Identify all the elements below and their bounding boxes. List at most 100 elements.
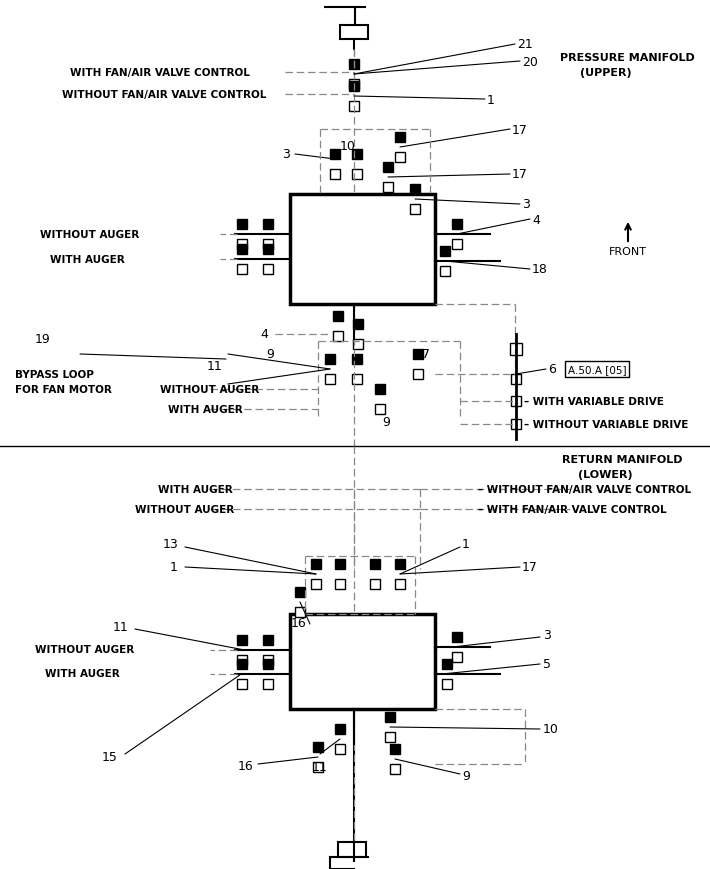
Text: FRONT: FRONT bbox=[609, 247, 647, 256]
Bar bbox=[410, 205, 420, 215]
Bar bbox=[263, 220, 273, 229]
Text: 10: 10 bbox=[340, 140, 356, 153]
Text: 1: 1 bbox=[170, 561, 178, 574]
Bar bbox=[349, 102, 359, 112]
Bar bbox=[330, 149, 340, 160]
Bar bbox=[263, 659, 273, 669]
Bar bbox=[333, 332, 343, 342]
Bar bbox=[330, 169, 340, 180]
Bar bbox=[333, 312, 343, 322]
Bar bbox=[385, 713, 395, 722]
Text: 20: 20 bbox=[522, 56, 538, 69]
Bar bbox=[335, 724, 345, 734]
Text: 16: 16 bbox=[290, 617, 306, 630]
Bar bbox=[395, 153, 405, 163]
Text: 18: 18 bbox=[532, 263, 548, 276]
Bar bbox=[311, 580, 321, 589]
Bar bbox=[349, 80, 359, 90]
Bar bbox=[353, 320, 363, 329]
Bar bbox=[510, 343, 522, 355]
Text: (LOWER): (LOWER) bbox=[578, 469, 633, 480]
Text: – WITHOUT VARIABLE DRIVE: – WITHOUT VARIABLE DRIVE bbox=[524, 420, 689, 429]
Bar bbox=[295, 587, 305, 597]
Bar bbox=[452, 652, 462, 661]
Bar bbox=[413, 369, 423, 380]
Text: 1: 1 bbox=[462, 538, 470, 551]
Text: WITHOUT AUGER: WITHOUT AUGER bbox=[40, 229, 139, 240]
Text: 11: 11 bbox=[112, 620, 128, 634]
Bar bbox=[383, 163, 393, 173]
Bar bbox=[370, 560, 380, 569]
Bar bbox=[452, 240, 462, 249]
Bar bbox=[313, 742, 323, 753]
Text: 11: 11 bbox=[312, 760, 328, 773]
Bar bbox=[263, 245, 273, 255]
Text: WITHOUT AUGER: WITHOUT AUGER bbox=[35, 645, 134, 654]
Bar bbox=[352, 169, 362, 180]
Bar bbox=[325, 375, 335, 385]
Bar bbox=[390, 764, 400, 774]
Bar bbox=[390, 744, 400, 754]
Text: 9: 9 bbox=[462, 770, 470, 783]
Bar bbox=[440, 247, 450, 256]
Bar bbox=[395, 133, 405, 143]
Text: WITH AUGER: WITH AUGER bbox=[168, 405, 243, 415]
Bar bbox=[511, 375, 521, 385]
Text: RETURN MANIFOLD: RETURN MANIFOLD bbox=[562, 454, 682, 464]
Text: 6: 6 bbox=[548, 363, 556, 376]
Bar bbox=[511, 396, 521, 407]
Bar bbox=[335, 744, 345, 754]
Bar bbox=[290, 614, 435, 709]
Text: – WITH VARIABLE DRIVE: – WITH VARIABLE DRIVE bbox=[524, 396, 664, 407]
Bar bbox=[452, 220, 462, 229]
Text: 5: 5 bbox=[543, 658, 551, 671]
Text: FOR FAN MOTOR: FOR FAN MOTOR bbox=[15, 385, 112, 395]
Bar bbox=[352, 375, 362, 385]
Text: 4: 4 bbox=[260, 328, 268, 342]
Bar bbox=[375, 385, 385, 395]
Bar bbox=[263, 265, 273, 275]
Bar bbox=[237, 245, 247, 255]
Bar bbox=[383, 182, 393, 193]
Bar bbox=[375, 405, 385, 415]
Bar bbox=[263, 240, 273, 249]
Text: – WITHOUT FAN/AIR VALVE CONTROL: – WITHOUT FAN/AIR VALVE CONTROL bbox=[478, 484, 691, 494]
Text: WITH AUGER: WITH AUGER bbox=[45, 669, 120, 679]
Text: WITHOUT AUGER: WITHOUT AUGER bbox=[160, 385, 259, 395]
Text: 3: 3 bbox=[282, 149, 290, 162]
Text: WITHOUT AUGER: WITHOUT AUGER bbox=[135, 504, 234, 514]
Text: 19: 19 bbox=[35, 333, 50, 346]
Text: 21: 21 bbox=[517, 38, 532, 51]
Bar bbox=[452, 632, 462, 642]
Text: WITH AUGER: WITH AUGER bbox=[158, 484, 233, 494]
Bar bbox=[385, 733, 395, 742]
Bar bbox=[442, 659, 452, 669]
Text: 17: 17 bbox=[512, 169, 528, 182]
Text: 16: 16 bbox=[237, 760, 253, 773]
Bar bbox=[237, 654, 247, 665]
Text: 11: 11 bbox=[206, 360, 222, 373]
Bar bbox=[311, 560, 321, 569]
Bar bbox=[237, 220, 247, 229]
Bar bbox=[511, 420, 521, 429]
Text: 17: 17 bbox=[522, 561, 538, 574]
Text: 7: 7 bbox=[422, 348, 430, 362]
Bar bbox=[352, 149, 362, 160]
Bar bbox=[263, 634, 273, 645]
Bar bbox=[325, 355, 335, 365]
Bar bbox=[338, 842, 366, 857]
Text: (UPPER): (UPPER) bbox=[580, 68, 632, 78]
Text: – WITH FAN/AIR VALVE CONTROL: – WITH FAN/AIR VALVE CONTROL bbox=[478, 504, 667, 514]
Text: WITHOUT FAN/AIR VALVE CONTROL: WITHOUT FAN/AIR VALVE CONTROL bbox=[62, 90, 266, 100]
Text: 4: 4 bbox=[532, 213, 540, 226]
Bar bbox=[370, 580, 380, 589]
Bar bbox=[340, 26, 368, 40]
Bar bbox=[353, 340, 363, 349]
Text: 9: 9 bbox=[266, 348, 274, 362]
Text: WITH AUGER: WITH AUGER bbox=[50, 255, 125, 265]
Bar bbox=[352, 355, 362, 365]
Bar bbox=[410, 185, 420, 195]
Bar bbox=[237, 240, 247, 249]
Text: BYPASS LOOP: BYPASS LOOP bbox=[15, 369, 94, 380]
Bar bbox=[263, 654, 273, 665]
